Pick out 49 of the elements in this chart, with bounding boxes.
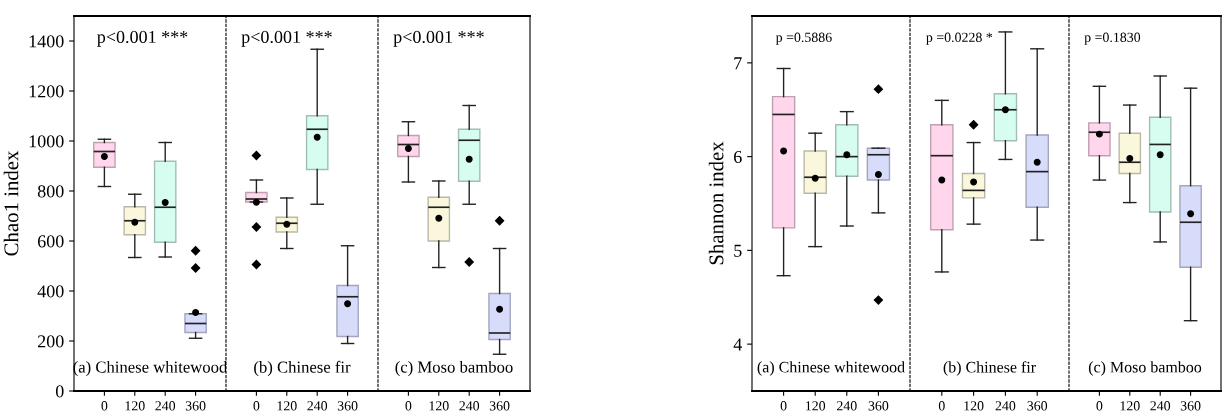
y-tick-label: 1000 xyxy=(29,135,64,148)
annotation: p =0.0228 * xyxy=(926,32,993,45)
y-tick-label: 4 xyxy=(733,338,742,351)
x-tick-label: 0 xyxy=(253,401,260,411)
x-tick-label: 120 xyxy=(806,401,826,411)
annotation: (b) Chinese fir xyxy=(254,360,351,377)
x-tick-label: 0 xyxy=(780,401,787,411)
x-tick-label: 360 xyxy=(489,401,510,411)
x-tick-label: 360 xyxy=(1180,401,1201,411)
x-tick-label: 120 xyxy=(429,401,449,411)
y-tick-label: 6 xyxy=(734,150,742,164)
x-tick-label: 120 xyxy=(1120,401,1140,411)
x-tick-label: 0 xyxy=(405,401,412,411)
x-tick-label: 120 xyxy=(964,401,984,411)
x-tick-label: 120 xyxy=(277,401,297,411)
y-tick-label: 7 xyxy=(734,57,742,70)
x-tick-label: 240 xyxy=(1150,401,1171,411)
y-tick-label: 600 xyxy=(37,235,64,248)
x-tick-label: 360 xyxy=(1027,401,1048,411)
annotation: (c) Moso bamboo xyxy=(395,360,513,377)
annotation: p =0.1830 xyxy=(1084,32,1141,45)
x-tick-label: 240 xyxy=(459,401,480,411)
x-tick-label: 0 xyxy=(101,401,108,411)
x-tick-label: 240 xyxy=(307,401,328,411)
y-axis-title: Shannon index xyxy=(708,141,724,265)
annotation: (a) Chinese whitewood xyxy=(757,361,905,376)
x-tick-label: 240 xyxy=(995,401,1016,411)
y-tick-label: 1400 xyxy=(29,35,64,48)
x-tick-label: 0 xyxy=(938,401,945,411)
y-tick-label: 400 xyxy=(37,285,64,298)
x-tick-label: 360 xyxy=(185,401,206,411)
annotation: (b) Chinese fir xyxy=(943,361,1036,376)
y-tick-label: 0 xyxy=(55,385,64,398)
annotation: p<0.001 *** xyxy=(393,30,484,47)
annotation: p<0.001 *** xyxy=(241,30,332,47)
x-tick-label: 0 xyxy=(1096,401,1103,411)
x-tick-label: 240 xyxy=(155,401,176,411)
annotation: p<0.001 *** xyxy=(97,30,188,47)
y-tick-label: 5 xyxy=(734,244,742,257)
annotation: (c) Moso bamboo xyxy=(1088,361,1202,376)
x-tick-label: 120 xyxy=(125,401,145,411)
y-tick-label: 1200 xyxy=(29,85,64,98)
x-tick-label: 360 xyxy=(868,401,889,411)
annotation: p =0.5886 xyxy=(775,32,832,45)
y-tick-label: 200 xyxy=(37,335,64,348)
x-tick-label: 360 xyxy=(337,401,358,411)
y-tick-label: 800 xyxy=(37,185,64,198)
x-tick-label: 240 xyxy=(836,401,857,411)
y-axis-title: Chao1 index xyxy=(3,150,19,256)
